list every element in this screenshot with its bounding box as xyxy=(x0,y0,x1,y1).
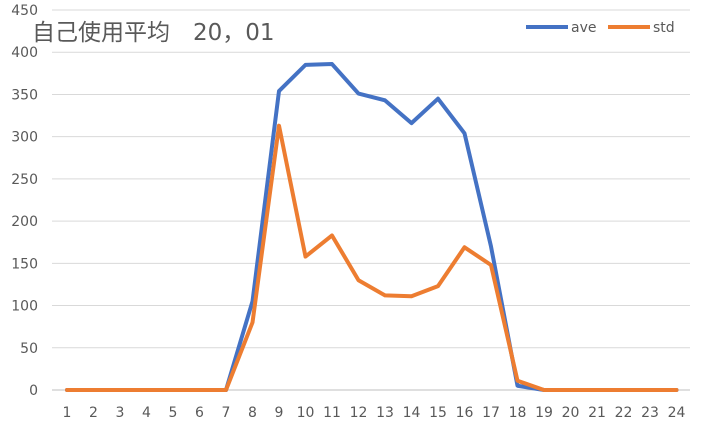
data-point-ave xyxy=(411,122,412,124)
x-axis-ticks: 1 2 3 4 5 6 7 8 9 10 11 12 13 14 15 16 17 18 19 20 21 22 23 24 xyxy=(63,405,686,421)
data-point-std xyxy=(570,389,571,391)
data-point-std xyxy=(225,389,227,391)
series-line-ave xyxy=(65,62,679,392)
data-point-ave xyxy=(252,300,253,302)
x-tick-label: 21 xyxy=(588,405,606,421)
data-point-std xyxy=(676,389,677,391)
data-point-ave xyxy=(437,98,439,100)
x-tick-label: 5 xyxy=(169,405,178,421)
x-tick-label: 17 xyxy=(482,405,500,421)
x-tick-label: 19 xyxy=(535,405,553,421)
series-ave xyxy=(65,62,679,392)
legend-label: ave xyxy=(571,20,596,36)
y-tick-label: 400 xyxy=(11,45,38,61)
data-point-std xyxy=(543,389,545,391)
x-tick-label: 7 xyxy=(222,405,231,421)
data-point-ave xyxy=(278,90,280,92)
y-tick-label: 350 xyxy=(11,87,38,103)
data-point-std xyxy=(278,125,280,127)
legend-item-std: std xyxy=(608,20,675,36)
data-point-std xyxy=(146,389,147,391)
x-tick-label: 4 xyxy=(142,405,151,421)
series-layer xyxy=(65,62,679,392)
x-tick-label: 11 xyxy=(323,405,341,421)
x-tick-label: 10 xyxy=(297,405,315,421)
y-tick-label: 300 xyxy=(11,130,38,146)
x-tick-label: 1 xyxy=(63,405,72,421)
y-tick-label: 450 xyxy=(11,3,38,19)
data-point-std xyxy=(623,389,624,391)
data-point-std xyxy=(649,389,651,391)
y-tick-label: 50 xyxy=(20,341,38,357)
y-tick-label: 0 xyxy=(29,383,38,399)
x-tick-label: 15 xyxy=(429,405,447,421)
data-point-ave xyxy=(358,93,359,95)
data-point-std xyxy=(411,295,412,297)
data-point-std xyxy=(596,389,598,391)
chart-title: 自己使用平均 20，01 xyxy=(32,20,275,46)
x-tick-label: 16 xyxy=(456,405,474,421)
data-point-std xyxy=(93,389,94,391)
series-line-std xyxy=(65,123,679,392)
y-axis-ticks: 0 50 100 150 200 250 300 350 400 450 xyxy=(11,3,38,399)
x-tick-label: 9 xyxy=(275,405,284,421)
data-point-std xyxy=(464,246,465,248)
data-point-std xyxy=(490,264,492,266)
x-tick-label: 23 xyxy=(641,405,659,421)
data-point-ave xyxy=(384,99,386,101)
x-tick-label: 24 xyxy=(668,405,686,421)
x-tick-label: 18 xyxy=(509,405,527,421)
x-tick-label: 2 xyxy=(89,405,98,421)
y-tick-label: 100 xyxy=(11,299,38,315)
data-point-ave xyxy=(305,64,306,66)
x-tick-label: 14 xyxy=(403,405,421,421)
data-point-ave xyxy=(464,132,465,134)
data-point-std xyxy=(384,294,386,296)
x-tick-label: 6 xyxy=(195,405,204,421)
data-point-std xyxy=(331,234,333,236)
data-point-std xyxy=(119,389,121,391)
data-point-ave xyxy=(331,63,333,65)
y-tick-label: 150 xyxy=(11,256,38,272)
y-tick-label: 250 xyxy=(11,172,38,188)
data-point-std xyxy=(305,256,306,258)
series-std xyxy=(65,123,679,392)
data-point-std xyxy=(199,389,200,391)
x-tick-label: 22 xyxy=(615,405,633,421)
x-tick-label: 3 xyxy=(116,405,125,421)
data-point-std xyxy=(66,389,68,391)
data-point-ave xyxy=(490,245,492,247)
data-point-ave xyxy=(517,385,518,387)
data-point-std xyxy=(252,321,253,323)
data-point-std xyxy=(172,389,174,391)
x-tick-label: 13 xyxy=(376,405,394,421)
data-point-std xyxy=(358,279,359,281)
x-tick-label: 8 xyxy=(248,405,257,421)
data-point-std xyxy=(437,285,439,287)
y-tick-label: 200 xyxy=(11,214,38,230)
data-point-std xyxy=(517,380,518,382)
legend-item-ave: ave xyxy=(526,20,596,36)
legend-label: std xyxy=(653,20,675,36)
x-tick-label: 20 xyxy=(562,405,580,421)
x-tick-label: 12 xyxy=(350,405,368,421)
legend: ave std xyxy=(526,20,675,36)
grid-layer xyxy=(52,9,690,391)
